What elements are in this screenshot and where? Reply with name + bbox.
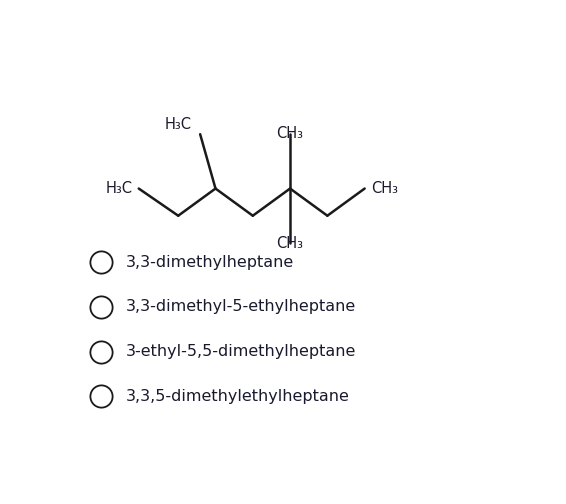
Text: H₃C: H₃C xyxy=(164,117,191,132)
Text: CH₃: CH₃ xyxy=(371,181,398,196)
Text: H₃C: H₃C xyxy=(105,181,132,196)
Text: 3,3-dimethylheptane: 3,3-dimethylheptane xyxy=(126,255,294,270)
Text: CH₃: CH₃ xyxy=(277,127,303,142)
Text: CH₃: CH₃ xyxy=(277,236,303,250)
Text: 3-ethyl-5,5-dimethylheptane: 3-ethyl-5,5-dimethylheptane xyxy=(126,344,356,359)
Text: 3,3,5-dimethylethylheptane: 3,3,5-dimethylethylheptane xyxy=(126,389,349,404)
Text: 3,3-dimethyl-5-ethylheptane: 3,3-dimethyl-5-ethylheptane xyxy=(126,299,356,314)
